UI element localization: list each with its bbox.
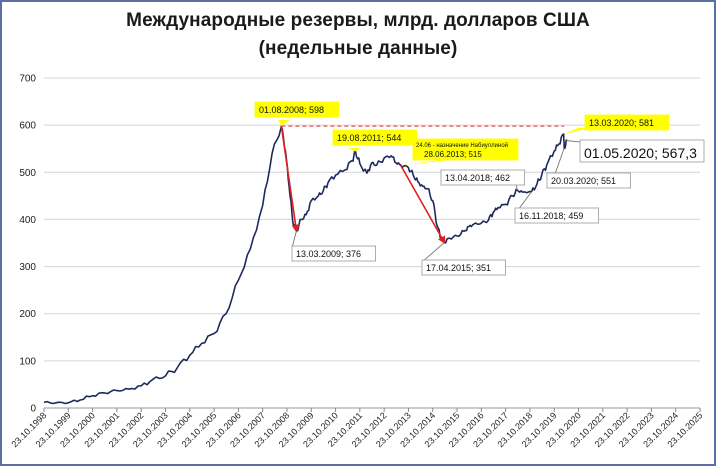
- annotation-box: [332, 129, 417, 146]
- y-tick-label: 0: [30, 404, 36, 415]
- annotation-text: 13.03.2009; 376: [296, 249, 361, 259]
- annotation-pointer: [278, 120, 290, 127]
- decline-arrow-1: [280, 125, 300, 233]
- annotation-box: [546, 172, 631, 189]
- chart-subtitle: (недельные данные): [258, 38, 458, 59]
- annotation-label: 16.11.2018; 459: [514, 207, 599, 224]
- y-tick-label: 100: [19, 356, 36, 367]
- annotation-box: [254, 101, 339, 118]
- y-tick-label: 200: [19, 309, 36, 320]
- annotation-leader: [554, 148, 565, 175]
- annotation-pointer: [348, 148, 360, 152]
- annotation-text: 20.03.2020; 551: [551, 176, 616, 186]
- y-tick-label: 300: [19, 262, 36, 273]
- annotation-label: 13.03.2009; 376: [291, 245, 376, 262]
- chart-title: Международные резервы, млрд. долларов СШ…: [126, 10, 590, 31]
- y-tick-label: 400: [19, 215, 36, 226]
- annotation-box: [440, 169, 525, 186]
- annotation-text: 19.08.2011; 544: [337, 133, 401, 143]
- annotation-text: 13.04.2018; 462: [445, 173, 510, 183]
- decline-arrow-2: [399, 164, 446, 245]
- annotation-text: 01.08.2008; 598: [259, 105, 324, 115]
- y-tick-label: 500: [19, 168, 36, 179]
- y-tick-label: 600: [19, 121, 36, 132]
- series-group: [43, 125, 568, 405]
- annotation-label: 19.08.2011; 544: [332, 129, 417, 146]
- annotation-label: 13.04.2018; 462: [440, 169, 525, 186]
- annotation-pointer: [400, 158, 470, 166]
- annotation-box: [514, 207, 599, 224]
- annotation-leader: [421, 242, 445, 263]
- arrows-group: [280, 125, 446, 245]
- y-tick-label: 700: [19, 74, 36, 85]
- annotation-text: 24.06 - назначение Набиуллиной: [416, 142, 508, 149]
- annotation-label: 13.03.2020; 581: [584, 114, 669, 131]
- annotation-box: [579, 139, 705, 163]
- annotation-box: [412, 138, 519, 161]
- annotations-group: 01.08.2008; 598 19.08.2011; 544 24.06 - на…: [254, 101, 705, 276]
- x-axis: 23.10.199823.10.199923.10.200023.10.2001…: [9, 408, 704, 449]
- annotation-text: 17.04.2015; 351: [426, 263, 491, 273]
- annotation-leader: [517, 191, 532, 211]
- annotation-text: 01.05.2020; 567,3: [584, 145, 697, 161]
- annotation-label: 24.06 - назначение Набиуллиной28.06.2013…: [412, 138, 519, 161]
- annotation-pointer: [563, 128, 590, 135]
- y-axis: 0 100 200 300 400 500 600 700: [19, 74, 36, 415]
- annotation-text: 28.06.2013; 515: [424, 150, 482, 159]
- annotation-text: 16.11.2018; 459: [519, 211, 583, 221]
- annotation-text: 13.03.2020; 581: [589, 118, 654, 128]
- annotation-label: 20.03.2020; 551: [546, 172, 631, 189]
- annotation-leader: [566, 140, 581, 143]
- annotation-label: 01.05.2020; 567,3: [579, 139, 705, 163]
- annotation-box: [584, 114, 669, 131]
- annotation-label: 01.08.2008; 598: [254, 101, 339, 118]
- annotation-box: [421, 259, 506, 276]
- series-line: [43, 125, 568, 405]
- annotation-box: [291, 245, 376, 262]
- annotation-leader: [291, 230, 297, 249]
- annotation-label: 17.04.2015; 351: [421, 259, 506, 276]
